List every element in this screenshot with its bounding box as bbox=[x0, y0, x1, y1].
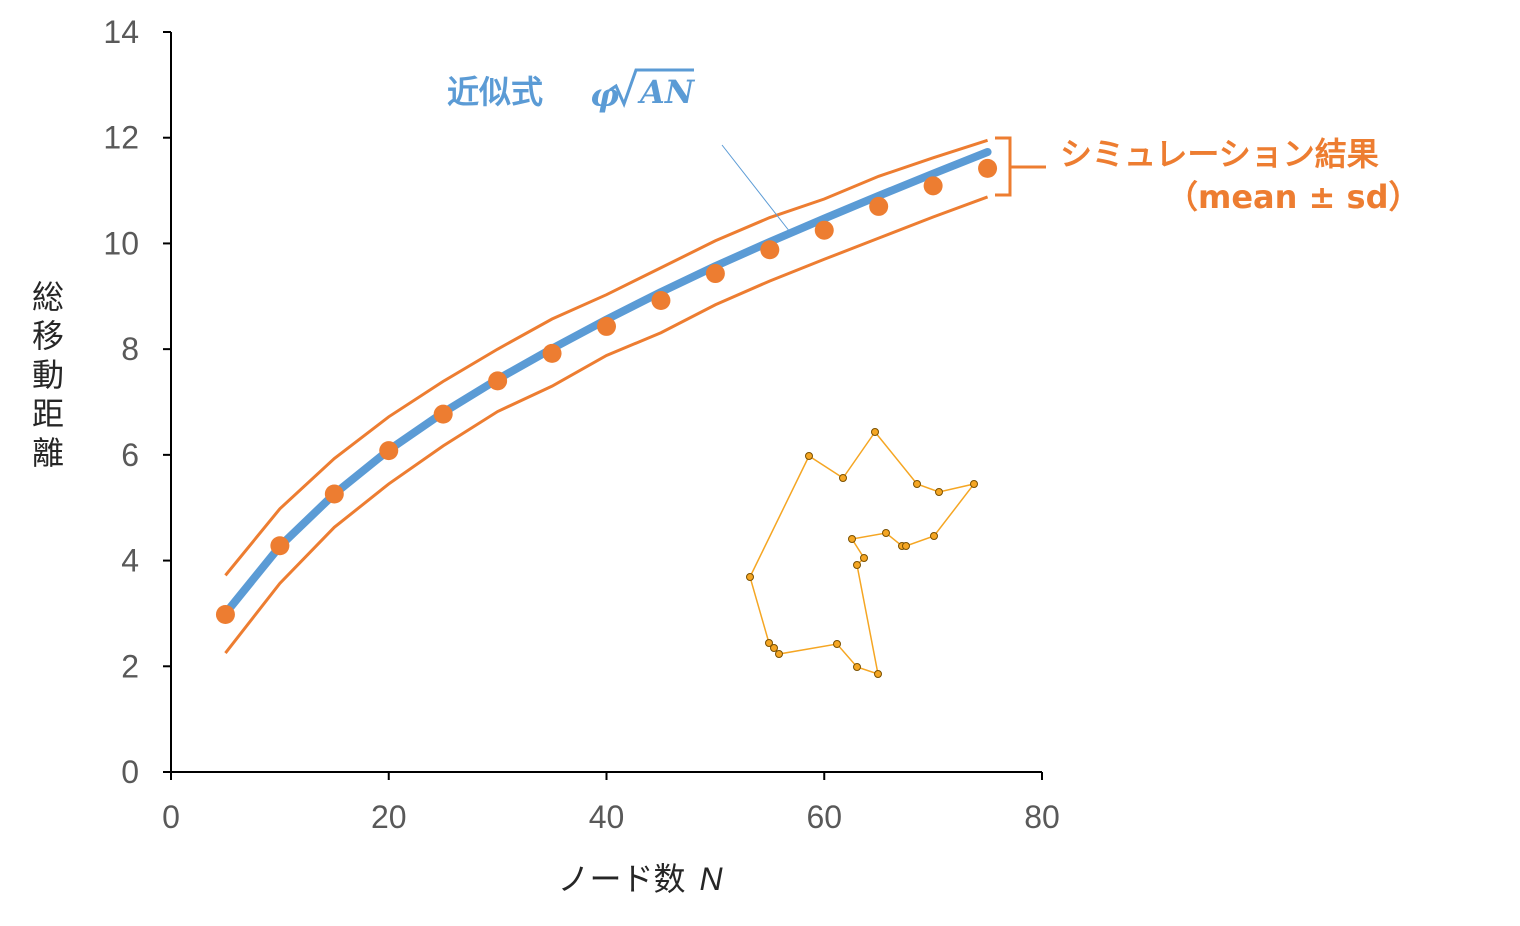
mean-point bbox=[488, 371, 508, 391]
route-node bbox=[839, 474, 847, 482]
x-tick-label: 60 bbox=[806, 799, 842, 835]
fit-formula-var: φ bbox=[590, 76, 619, 114]
y-tick-label: 2 bbox=[121, 648, 139, 684]
mean-point bbox=[379, 441, 399, 461]
y-tick-label: 14 bbox=[103, 14, 139, 50]
y-axis-title-char: 距 bbox=[32, 395, 64, 433]
mean-point bbox=[651, 291, 671, 311]
sim-sublabel: （mean ± sd） bbox=[1166, 178, 1420, 216]
fit-formula-radicand: AN bbox=[637, 73, 696, 111]
mean-point bbox=[869, 196, 889, 216]
y-tick-label: 10 bbox=[103, 225, 139, 261]
sim-bracket bbox=[995, 136, 1046, 197]
x-ticks: 0 20 40 60 80 bbox=[162, 772, 1060, 835]
upper-band-line bbox=[224, 138, 989, 577]
y-tick-label: 4 bbox=[121, 543, 139, 579]
y-ticks: 0 2 4 6 8 10 12 14 bbox=[103, 14, 171, 790]
mean-point bbox=[542, 343, 562, 363]
route-path bbox=[749, 431, 976, 676]
route-node bbox=[746, 573, 754, 581]
lower-band-line bbox=[224, 195, 989, 654]
mean-point bbox=[597, 316, 616, 336]
route-node bbox=[770, 644, 778, 652]
x-tick-label: 0 bbox=[162, 799, 180, 835]
route-inset bbox=[746, 428, 978, 678]
series-layer bbox=[215, 138, 998, 654]
route-node bbox=[930, 532, 938, 540]
mean-point bbox=[215, 604, 235, 624]
mean-point bbox=[324, 484, 344, 504]
fit-leader-line bbox=[721, 144, 791, 233]
mean-point bbox=[705, 264, 725, 284]
fit-formula-radical bbox=[609, 68, 694, 109]
fit-line bbox=[221, 147, 992, 618]
x-axis-title: ノード数 N bbox=[557, 860, 723, 898]
mean-point bbox=[978, 158, 998, 178]
route-node bbox=[860, 554, 868, 562]
x-tick-label: 80 bbox=[1024, 799, 1060, 835]
y-tick-label: 12 bbox=[103, 120, 139, 156]
route-node bbox=[848, 535, 856, 543]
route-node bbox=[874, 670, 882, 678]
route-node bbox=[833, 640, 841, 648]
y-tick-label: 6 bbox=[121, 437, 139, 473]
axes bbox=[170, 32, 1042, 773]
y-axis-title-char: 移 bbox=[32, 317, 64, 355]
mean-point bbox=[760, 240, 780, 260]
route-node bbox=[805, 452, 813, 460]
x-tick-label: 40 bbox=[589, 799, 625, 835]
sim-label: シミュレーション結果 bbox=[1060, 135, 1379, 173]
mean-point bbox=[814, 220, 834, 240]
y-axis-title-char: 離 bbox=[32, 434, 64, 472]
route-node bbox=[871, 428, 879, 436]
y-axis-title-char: 総 bbox=[32, 278, 64, 316]
y-tick-label: 0 bbox=[121, 754, 139, 790]
mean-point bbox=[433, 404, 453, 424]
route-node bbox=[882, 529, 890, 537]
x-tick-label: 20 bbox=[371, 799, 407, 835]
route-node bbox=[765, 639, 773, 647]
route-node bbox=[970, 480, 978, 488]
y-axis-title-char: 動 bbox=[32, 356, 64, 394]
route-node bbox=[853, 663, 861, 671]
route-node bbox=[853, 561, 861, 569]
route-node bbox=[913, 480, 921, 488]
y-tick-label: 8 bbox=[121, 331, 139, 367]
route-node bbox=[935, 488, 943, 496]
route-node bbox=[775, 650, 783, 658]
mean-point bbox=[270, 536, 290, 556]
route-node bbox=[902, 542, 910, 550]
mean-point bbox=[923, 176, 943, 196]
fit-label: 近似式 bbox=[447, 73, 543, 111]
